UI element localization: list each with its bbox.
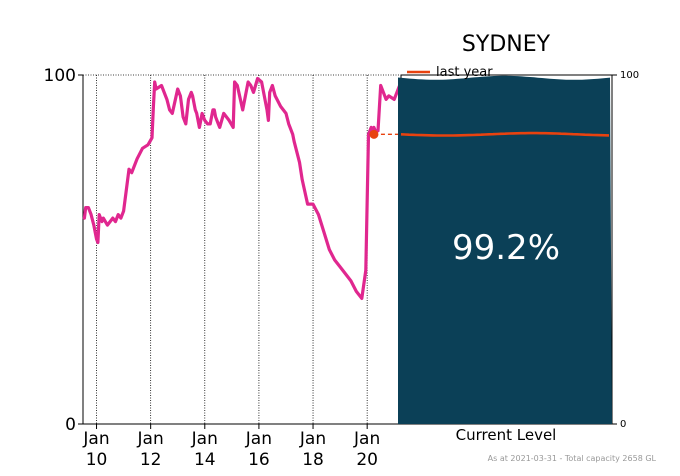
panel-level-fill [398, 75, 612, 425]
panel-value-text: 99.2% [452, 228, 560, 268]
x-tick-label-month: Jan [245, 429, 272, 449]
series-line [82, 76, 402, 300]
panel-last-year-line [400, 131, 610, 137]
x-tick-label-year: 20 [356, 450, 378, 470]
y-tick-label-0: 0 [65, 415, 76, 435]
x-tick-label-year: 12 [140, 450, 162, 470]
x-tick-label-month: Jan [82, 429, 109, 449]
panel-label: Current Level [456, 426, 557, 444]
x-tick-label-year: 14 [194, 450, 216, 470]
series-layer [82, 76, 402, 300]
x-tick-label-month: Jan [191, 429, 218, 449]
current-level-panel: 99.2% last year Current Level [398, 65, 613, 444]
y-tick-label-100: 100 [44, 66, 76, 86]
chart-title: SYDNEY [462, 32, 551, 57]
x-tick-label-year: 10 [86, 450, 108, 470]
right-y-tick-label-0: 0 [620, 419, 626, 430]
x-tick-label-month: Jan [353, 429, 380, 449]
x-tick-label-month: Jan [299, 429, 326, 449]
x-tick-label-month: Jan [137, 429, 164, 449]
legend-label: last year [436, 65, 493, 80]
footer-note: As at 2021-03-31 - Total capacity 2658 G… [488, 454, 657, 463]
right-y-tick-label-100: 100 [620, 70, 639, 81]
last-year-marker [369, 129, 379, 139]
x-tick-label-year: 16 [248, 450, 270, 470]
x-tick-label-year: 18 [302, 450, 324, 470]
